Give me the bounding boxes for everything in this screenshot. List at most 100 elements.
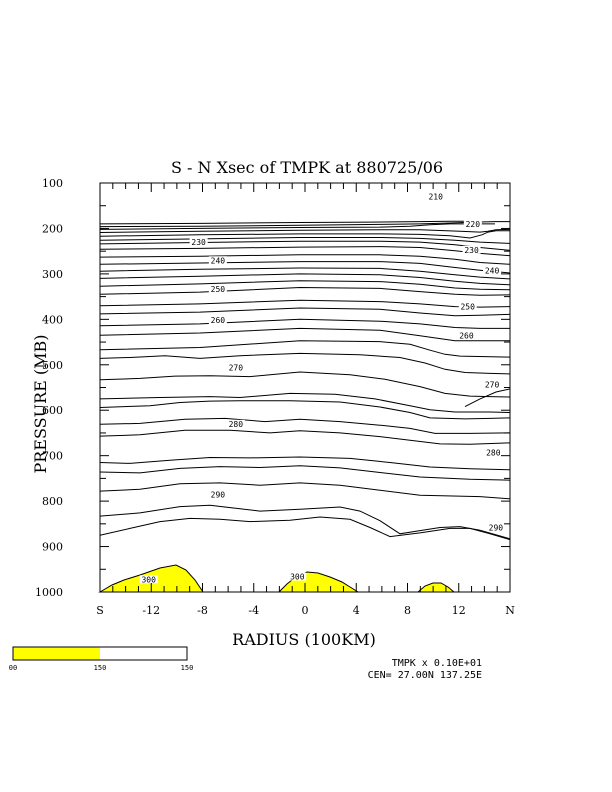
legend-frame <box>12 646 188 661</box>
x-tick-label: N <box>505 604 515 617</box>
contour-label: 260 <box>211 316 226 325</box>
isotherm <box>99 504 511 540</box>
y-axis-label: PRESSURE (MB) <box>31 334 50 473</box>
isotherm <box>99 516 511 541</box>
x-tick-label: 4 <box>353 604 360 617</box>
y-tick-label: 500 <box>42 359 63 372</box>
contour-label-bg <box>486 523 505 532</box>
color-legend-bar: 00 150 150 <box>9 646 194 672</box>
isotherm <box>99 456 511 471</box>
y-tick-label: 600 <box>42 404 63 417</box>
contour-label-bg <box>226 419 245 428</box>
legend-fill-white <box>100 647 187 660</box>
legend-tick-0: 00 <box>9 664 17 672</box>
axis-ticks <box>99 182 511 593</box>
shaded-region <box>416 582 456 593</box>
contour-label: 300 <box>290 573 305 582</box>
isotherm <box>99 482 511 500</box>
isotherm <box>99 273 511 286</box>
isotherm <box>99 340 511 358</box>
isotherm <box>99 228 511 233</box>
isotherm <box>99 318 510 329</box>
isotherm <box>99 371 511 398</box>
contour-label-bg <box>208 316 227 325</box>
contour-label: 240 <box>211 256 226 265</box>
x-tick-label: S <box>96 604 104 617</box>
footer-scale: TMPK x 0.10E+01 <box>392 658 482 669</box>
x-tick-label: 12 <box>452 604 466 617</box>
y-tick-label: 700 <box>42 450 63 463</box>
isotherm <box>99 254 511 265</box>
isotherm <box>99 465 511 481</box>
contour-label: 290 <box>211 491 226 500</box>
x-tick-label: 0 <box>302 604 309 617</box>
isotherm <box>99 220 480 225</box>
footer-center: CEN= 27.00N 137.25E <box>368 670 482 681</box>
isotherm <box>99 352 511 375</box>
contour-label-bg <box>458 302 477 311</box>
y-tick-label: 100 <box>42 177 63 190</box>
contour-label: 260 <box>459 332 474 341</box>
isotherm <box>99 417 511 434</box>
contour-label: 210 <box>428 193 443 202</box>
x-tick-label: 8 <box>404 604 411 617</box>
contour-label-bg <box>483 266 502 275</box>
contour-label-bg <box>484 448 503 457</box>
isotherm <box>99 286 511 296</box>
contour-label-bg <box>139 575 158 584</box>
contour-label-bg <box>226 363 245 372</box>
x-tick-label: -8 <box>197 604 208 617</box>
contour-label-bg <box>426 192 445 201</box>
contour-label: 300 <box>141 575 156 584</box>
isotherm <box>99 267 511 280</box>
y-tick-label: 300 <box>42 268 63 281</box>
contour-label: 240 <box>485 266 500 275</box>
isotherm <box>99 392 511 413</box>
y-tick-label: 200 <box>42 222 63 235</box>
isotherm <box>99 237 511 244</box>
x-axis-label: RADIUS (100KM) <box>232 630 376 649</box>
contour-label: 250 <box>211 285 226 294</box>
contour-label-bg <box>208 284 227 293</box>
contour-label-bg <box>457 331 476 340</box>
isotherm <box>99 223 495 230</box>
contour-label: 220 <box>466 220 481 229</box>
y-tick-label: 1000 <box>35 586 63 599</box>
isotherm <box>464 388 511 408</box>
isotherm <box>99 230 510 239</box>
isotherm <box>99 280 511 291</box>
y-tick-label: 400 <box>42 313 63 326</box>
legend-fill-yellow <box>13 647 100 660</box>
legend-tick-2: 150 <box>181 664 194 672</box>
contour-label: 230 <box>464 246 479 255</box>
contour-label-bg <box>462 245 481 254</box>
isotherm <box>99 327 510 342</box>
contour-label-bg <box>483 380 502 389</box>
contour-label: 280 <box>486 448 501 457</box>
contour-label-bg <box>463 219 482 228</box>
contour-label-bg <box>208 256 227 265</box>
x-tick-label: -12 <box>142 604 160 617</box>
contour-label: 270 <box>229 364 244 373</box>
y-tick-label: 800 <box>42 495 63 508</box>
x-tick-labels: S -12 -8 -4 0 4 8 12 N <box>96 604 515 617</box>
contour-label: 230 <box>191 238 206 247</box>
y-tick-labels: 100 200 300 400 500 600 700 800 900 1000 <box>35 177 63 599</box>
contour-label: 280 <box>229 420 244 429</box>
isotherm <box>99 221 510 228</box>
isotherm <box>99 299 511 308</box>
x-tick-label: -4 <box>248 604 259 617</box>
y-tick-label: 900 <box>42 541 63 554</box>
contour-label: 250 <box>460 303 475 312</box>
isotherm <box>99 429 511 445</box>
contour-label-bg <box>189 238 208 247</box>
contour-label: 290 <box>489 523 504 532</box>
contour-labels: 210 220 230 230 240 240 250 250 260 260 270 270 280 2… <box>139 192 505 584</box>
legend-tick-1: 150 <box>94 664 107 672</box>
contour-label-bg <box>288 572 307 581</box>
chart-title: S - N Xsec of TMPK at 880725/06 <box>171 158 443 177</box>
isotherm <box>99 261 511 274</box>
contour-lines <box>99 220 511 541</box>
isotherm <box>99 307 511 317</box>
